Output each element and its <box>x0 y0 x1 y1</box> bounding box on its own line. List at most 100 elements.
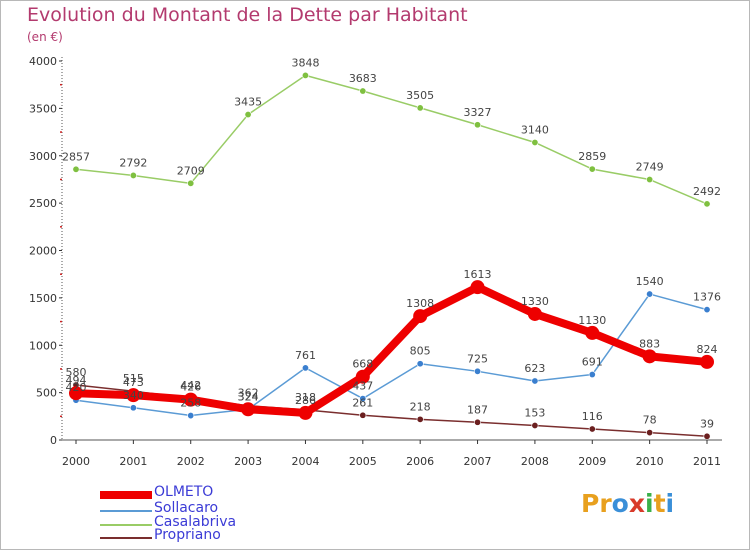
data-point-casalabriva <box>416 104 424 112</box>
data-label-sollacaro: 420 <box>66 381 87 394</box>
data-label-olmeto: 494 <box>66 374 87 387</box>
data-point-sollacaro <box>588 371 596 379</box>
data-label-olmeto: 883 <box>639 337 660 350</box>
legend-swatch-casalabriva <box>100 524 152 526</box>
data-point-olmeto <box>700 354 714 369</box>
series-line-olmeto <box>72 283 711 417</box>
data-label-olmeto: 1130 <box>578 314 606 327</box>
data-point-casalabriva <box>703 200 711 208</box>
data-point-olmeto <box>241 402 256 417</box>
data-point-propriano <box>646 429 654 437</box>
proxiti-logo: Proxiti <box>581 489 674 518</box>
series-line-casalabriva <box>75 74 708 205</box>
y-tick-label: 3000 <box>29 150 57 163</box>
chart-axes: 0 500 1000 1500 2000 2500 3000 3500 4000 2000 2001… <box>29 55 722 468</box>
data-label-sollacaro: 437 <box>352 380 373 393</box>
data-point-casalabriva <box>187 179 195 187</box>
data-label-olmeto: 286 <box>295 394 316 407</box>
data-label-propriano: 318 <box>295 391 316 404</box>
data-point-casalabriva <box>244 111 252 119</box>
data-label-sollacaro: 725 <box>467 352 488 365</box>
data-point-olmeto <box>183 392 198 407</box>
x-tick-label: 2002 <box>177 455 205 468</box>
y-tick-label: 1000 <box>29 339 57 352</box>
data-point-sollacaro <box>474 367 482 375</box>
legend-label-casalabriva: Casalabriva <box>154 514 237 530</box>
data-label-casalabriva: 2709 <box>177 164 205 177</box>
data-point-sollacaro <box>646 290 654 298</box>
x-tick-label: 2004 <box>291 455 319 468</box>
data-point-propriano <box>359 411 367 419</box>
legend-label-olmeto: OLMETO <box>154 484 214 500</box>
logo-letter: t <box>653 489 666 518</box>
data-point-olmeto <box>585 325 600 340</box>
data-label-sollacaro: 1376 <box>693 291 721 304</box>
data-label-casalabriva: 3505 <box>406 89 434 102</box>
data-label-olmeto: 426 <box>180 381 201 394</box>
data-label-sollacaro: 258 <box>180 397 201 410</box>
data-point-casalabriva <box>359 87 367 95</box>
logo-letter: o <box>611 489 629 518</box>
x-tick-label: 2007 <box>464 455 492 468</box>
data-label-propriano: 442 <box>180 379 201 392</box>
data-label-propriano: 580 <box>66 366 87 379</box>
legend-label-sollacaro: Sollacaro <box>154 500 219 516</box>
data-label-casalabriva: 3848 <box>291 56 319 69</box>
data-label-olmeto: 668 <box>352 358 373 371</box>
x-tick-label: 2006 <box>406 455 434 468</box>
data-label-propriano: 218 <box>410 400 431 413</box>
data-point-propriano <box>703 432 711 440</box>
data-point-olmeto <box>126 388 141 403</box>
data-label-sollacaro: 761 <box>295 349 316 362</box>
data-point-casalabriva <box>474 121 482 129</box>
data-point-casalabriva <box>72 165 80 173</box>
data-label-propriano: 187 <box>467 403 488 416</box>
data-point-casalabriva <box>646 176 654 184</box>
y-tick-label: 500 <box>36 387 57 400</box>
logo-letter: r <box>599 489 612 518</box>
data-label-sollacaro: 805 <box>410 345 431 358</box>
series-line-sollacaro <box>75 293 708 417</box>
chart-title: Evolution du Montant de la Dette par Hab… <box>27 4 468 26</box>
data-label-sollacaro: 623 <box>524 362 545 375</box>
data-point-propriano <box>588 425 596 433</box>
data-labels-layer: 2857 2792 2709 3435 3848 3683 3505 3327 3140 2859… <box>62 56 721 430</box>
data-point-propriano <box>474 418 482 426</box>
data-label-sollacaro: 1540 <box>636 275 664 288</box>
data-label-casalabriva: 2859 <box>578 150 606 163</box>
data-label-propriano: 362 <box>238 387 259 400</box>
data-point-casalabriva <box>301 71 309 79</box>
y-tick-label: 2500 <box>29 197 57 210</box>
data-point-sollacaro <box>416 360 424 368</box>
data-label-propriano: 153 <box>524 407 545 420</box>
legend-swatch-propriano <box>100 537 152 539</box>
logo-letter: x <box>628 489 645 518</box>
data-label-olmeto: 324 <box>238 390 259 403</box>
data-point-sollacaro <box>703 306 711 314</box>
data-label-sollacaro: 691 <box>582 356 603 369</box>
data-point-olmeto <box>298 405 313 420</box>
data-label-casalabriva: 3435 <box>234 96 262 109</box>
legend-swatch-olmeto <box>100 491 152 499</box>
data-point-propriano <box>531 422 539 430</box>
logo-letter: i <box>665 489 675 518</box>
x-tick-label: 2005 <box>349 455 377 468</box>
data-point-olmeto <box>527 306 542 321</box>
data-label-olmeto: 1308 <box>406 297 434 310</box>
data-point-casalabriva <box>129 171 137 179</box>
data-label-casalabriva: 3140 <box>521 123 549 136</box>
data-label-casalabriva: 2749 <box>636 161 664 174</box>
x-tick-label: 2009 <box>578 455 606 468</box>
data-point-olmeto <box>470 280 485 295</box>
data-point-olmeto <box>355 369 370 384</box>
y-tick-label: 1500 <box>29 292 57 305</box>
logo-letter: P <box>581 489 600 518</box>
data-point-casalabriva <box>531 138 539 146</box>
data-point-propriano <box>416 415 424 423</box>
logo-letter: i <box>645 489 654 518</box>
data-label-propriano: 78 <box>643 414 657 427</box>
data-label-casalabriva: 2792 <box>119 156 147 169</box>
x-tick-label: 2003 <box>234 455 262 468</box>
